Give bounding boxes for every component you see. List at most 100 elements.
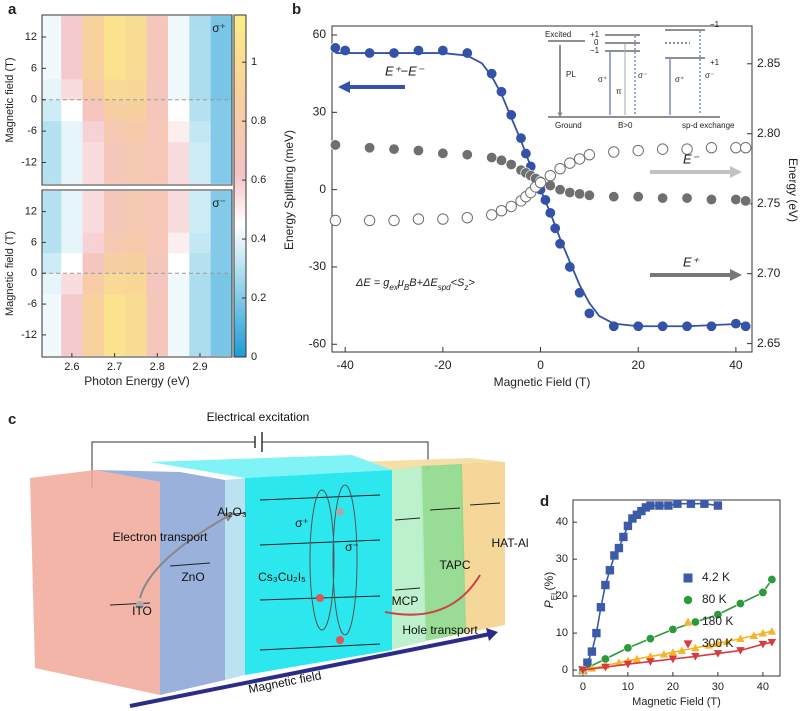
- slab-ito: [30, 470, 160, 695]
- x-axis-label: Magnetic Field (T): [494, 375, 591, 389]
- heatmap-cell: [42, 57, 62, 80]
- heatmap-cell: [61, 141, 84, 164]
- heatmap-cell: [146, 232, 169, 254]
- heatmap-cell: [42, 334, 62, 356]
- equation-part: B: [404, 283, 410, 292]
- legend-swatch: [683, 617, 693, 626]
- marker: [583, 658, 592, 667]
- marker: [691, 653, 700, 661]
- heatmap-cell: [103, 141, 126, 164]
- marker: [705, 320, 717, 332]
- marker: [637, 506, 646, 516]
- x-tick-label: 40: [757, 681, 769, 693]
- marker: [544, 180, 556, 192]
- marker: [583, 307, 595, 319]
- heatmap-cell: [189, 36, 212, 59]
- y-tick-label: -60: [309, 336, 327, 350]
- heatmap-cell: [210, 232, 232, 254]
- colorbar-tick-label: 0.6: [251, 174, 266, 186]
- legend-swatch: [683, 573, 693, 583]
- marker: [623, 660, 633, 669]
- x-tick-label: 30: [712, 681, 724, 693]
- heatmap-cell: [189, 57, 212, 80]
- marker: [713, 639, 723, 647]
- heatmap-cell: [61, 162, 84, 184]
- equation-part: spd: [438, 283, 451, 292]
- inset-label: −1: [710, 20, 720, 29]
- marker: [505, 159, 517, 171]
- heatmap-cell: [82, 314, 105, 336]
- colorbar: [233, 14, 247, 358]
- y-tick-label: -6: [27, 298, 37, 310]
- heatmap-cell: [210, 78, 232, 101]
- heatmap-cell: [125, 232, 148, 254]
- heatmap-cell: [82, 78, 105, 101]
- marker: [686, 499, 696, 508]
- heatmap: [42, 16, 232, 184]
- y-tick-label: 12: [25, 31, 37, 43]
- arrowhead: [338, 81, 350, 93]
- marker: [601, 663, 610, 672]
- heatmap-cell: [189, 99, 212, 122]
- heatmap-cell: [125, 57, 148, 80]
- heatmap-cell: [42, 162, 62, 184]
- heatmap-cell: [167, 16, 190, 38]
- heatmap-cell: [42, 252, 62, 274]
- heatmap-cell: [210, 211, 232, 233]
- colorbar-tick-label: 1: [251, 56, 257, 68]
- marker: [388, 143, 400, 155]
- x-tick-label: 2.9: [192, 361, 207, 373]
- marker: [767, 638, 777, 647]
- heatmap-cell: [82, 162, 105, 184]
- heatmap-cell: [103, 334, 126, 356]
- heatmap-cell: [189, 120, 212, 143]
- heatmap-cell: [167, 211, 190, 233]
- equation: ΔE = gexμBB+ΔEspd<Sz>: [355, 277, 475, 292]
- series-line: [582, 579, 773, 671]
- heatmap-cell: [210, 141, 232, 164]
- legend-label: 4.2 K: [702, 570, 730, 584]
- marker: [700, 499, 709, 508]
- heatmap-cell: [103, 99, 126, 122]
- y2-tick-label: 2.85: [757, 56, 781, 70]
- marker: [767, 627, 777, 635]
- heatmap-cell: [103, 232, 126, 254]
- heatmap-cell: [146, 120, 169, 143]
- heatmap-cell: [210, 273, 232, 295]
- heatmap-cell: [82, 120, 105, 143]
- heatmap-cell: [189, 191, 212, 213]
- heatmap-cell: [61, 314, 84, 336]
- marker: [713, 610, 723, 620]
- marker: [641, 503, 651, 512]
- marker: [623, 643, 633, 653]
- heatmap-cell: [103, 57, 126, 80]
- heatmap-cell: [61, 16, 84, 38]
- y-axis-label-part: (%): [542, 572, 556, 591]
- heatmap-cell: [167, 78, 190, 101]
- heatmap-cell: [82, 36, 105, 59]
- x-tick-label: 2.6: [64, 361, 79, 373]
- slab-mcp: [390, 466, 426, 650]
- inset: [541, 26, 727, 132]
- legend-swatch: [683, 640, 693, 649]
- legend-label: 80 K: [702, 592, 727, 606]
- marker: [722, 637, 732, 645]
- heatmap-cell: [189, 252, 212, 274]
- heatmap-cell: [125, 314, 148, 336]
- field-arrowhead: [486, 628, 498, 641]
- series-line: [582, 630, 773, 671]
- marker: [668, 648, 678, 656]
- heatmap-cell: [167, 141, 190, 164]
- device-diagram: [30, 432, 505, 708]
- inset-label: Ground: [555, 121, 582, 130]
- series: [578, 499, 723, 675]
- heatmap-cell: [125, 162, 148, 184]
- y-axis-label: Magnetic field (T): [4, 58, 16, 143]
- y-axis-label-part: EL: [550, 590, 559, 600]
- heatmap-cell: [42, 99, 62, 122]
- panel-polarization: σ⁺: [212, 21, 226, 35]
- y2-tick-label: 2.65: [757, 336, 781, 350]
- diagram-label: HAT-Al: [491, 536, 528, 550]
- marker: [646, 658, 655, 666]
- marker: [329, 214, 342, 227]
